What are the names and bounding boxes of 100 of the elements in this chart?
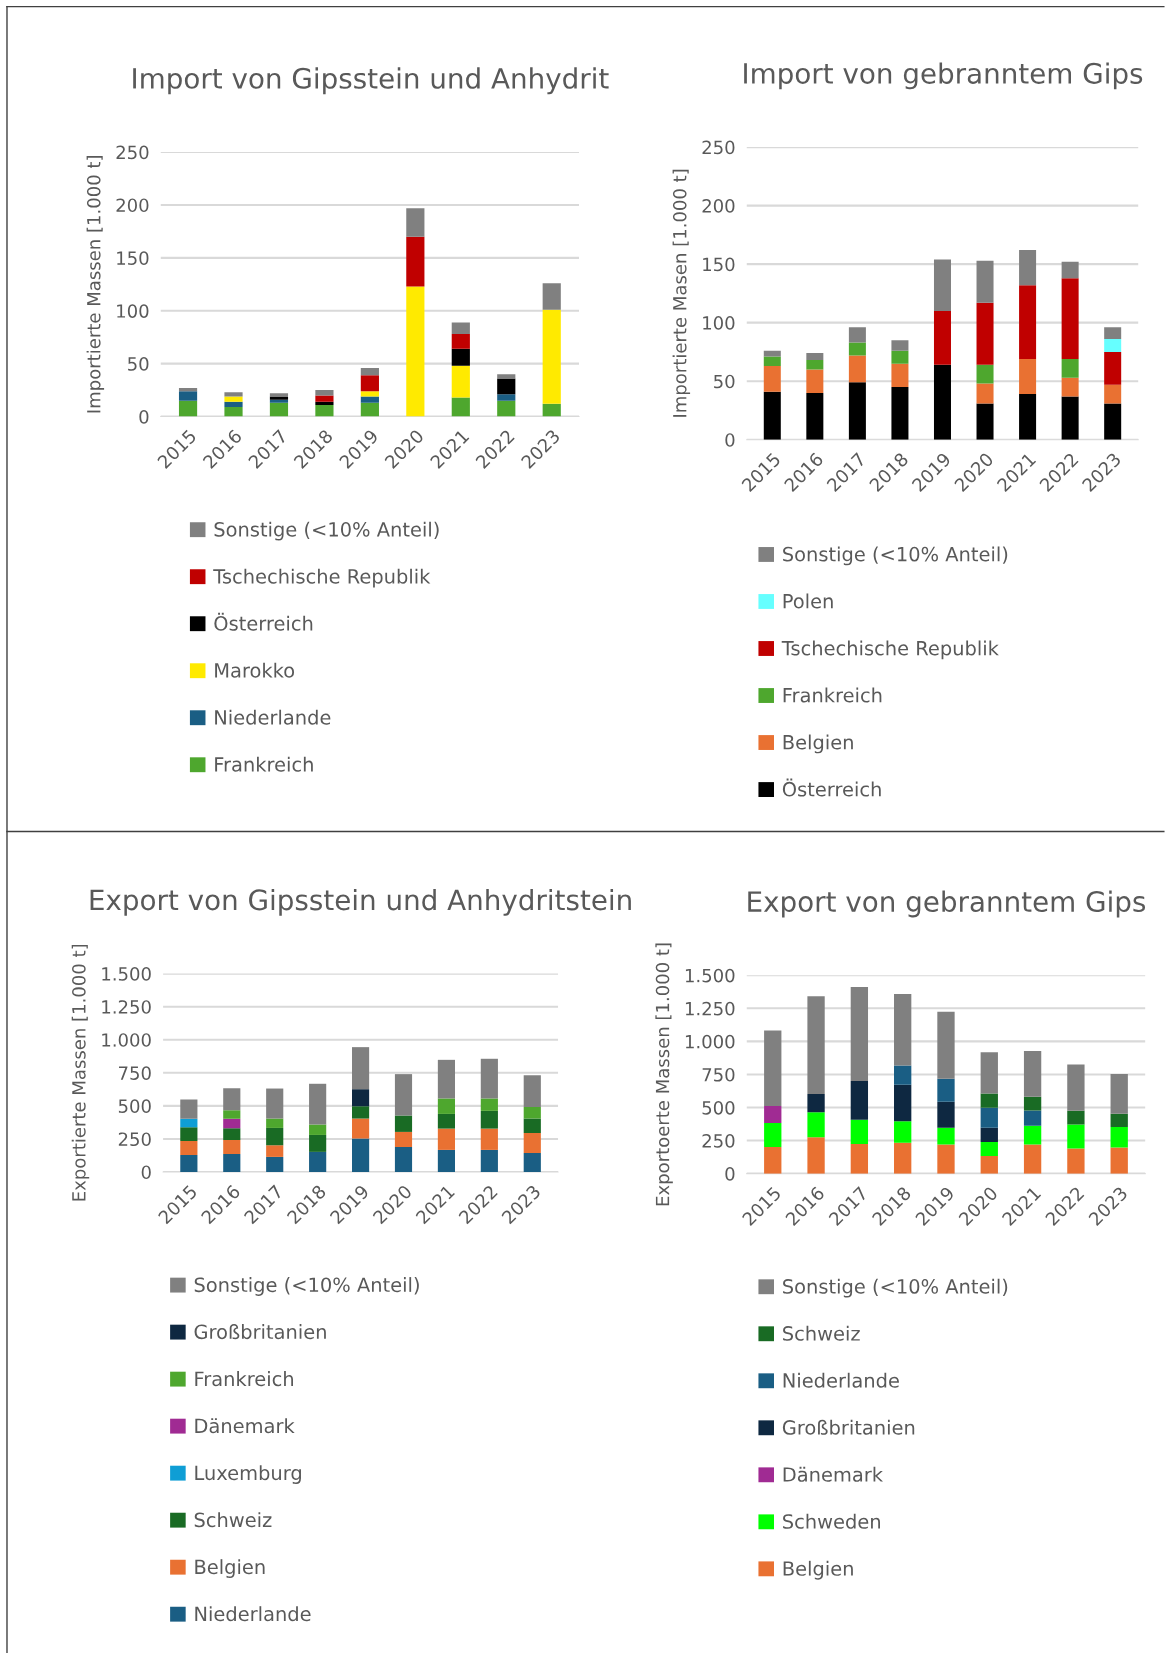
bar — [1019, 250, 1037, 286]
y-tick-label: 250 — [116, 145, 149, 160]
bar — [933, 364, 951, 440]
legend-label: Luxemburg — [195, 1465, 301, 1484]
y-tick-label: 1.000 — [102, 1033, 151, 1047]
bar — [1061, 396, 1079, 440]
y-tick-label: 150 — [703, 257, 735, 272]
bar — [523, 1152, 541, 1172]
bar — [315, 390, 334, 396]
legend-label: Sonstige (<10% Anteil) — [783, 546, 1008, 566]
y-axis-title: Importierte Masen [1.000 t] — [672, 169, 691, 417]
bar — [523, 1132, 541, 1153]
bar — [266, 1145, 284, 1157]
bar — [360, 391, 379, 397]
bar — [309, 1083, 327, 1125]
y-tick-label: 500 — [702, 1100, 735, 1115]
y-tick-label: 0 — [725, 433, 735, 447]
bar — [894, 1142, 912, 1174]
bar — [764, 1146, 782, 1174]
legend-label: Österreich — [214, 612, 313, 631]
bar — [497, 394, 516, 401]
bar — [1061, 358, 1079, 378]
bar — [178, 387, 198, 392]
bar — [763, 356, 781, 366]
legend-label: Schweiz — [194, 1512, 272, 1528]
bar — [976, 302, 994, 365]
bar — [1104, 384, 1122, 404]
bar — [1023, 1110, 1042, 1126]
bar — [224, 396, 243, 402]
bar — [406, 286, 425, 417]
y-tick-label: 500 — [118, 1099, 151, 1113]
bar — [1104, 339, 1122, 352]
y-tick-label: 750 — [702, 1067, 735, 1082]
bar — [394, 1115, 413, 1132]
bar — [180, 1140, 198, 1155]
bar — [315, 404, 334, 417]
legend-label: Dänemark — [195, 1418, 295, 1434]
bar — [223, 1128, 241, 1140]
y-tick-label: 100 — [703, 316, 735, 330]
legend-label: Schweiz — [783, 1325, 860, 1341]
bar — [351, 1047, 370, 1090]
legend-label: Tschechische Republik — [213, 568, 431, 588]
y-tick-label: 1.500 — [685, 968, 735, 983]
bar — [980, 1052, 998, 1094]
bar — [937, 1078, 955, 1102]
y-tick-label: 200 — [702, 199, 735, 213]
legend-label: Dänemark — [783, 1466, 883, 1482]
bar — [806, 369, 824, 393]
bar — [451, 397, 470, 417]
bar — [1023, 1050, 1042, 1097]
bar — [1104, 327, 1122, 340]
y-tick-label: 250 — [702, 1134, 735, 1148]
bar — [315, 395, 334, 402]
bar — [223, 1118, 241, 1129]
y-tick-label: 750 — [119, 1066, 151, 1080]
bar — [406, 236, 425, 287]
bar — [224, 407, 243, 417]
bar — [180, 1154, 198, 1172]
y-tick-label: 50 — [128, 357, 149, 371]
bar — [1110, 1113, 1128, 1128]
legend-label: Belgien — [195, 1559, 265, 1578]
bar — [806, 360, 824, 370]
y-tick-label: 0 — [141, 1165, 151, 1180]
bar — [806, 353, 824, 361]
bar — [894, 1084, 912, 1122]
y-tick-label: 1.250 — [685, 1001, 735, 1016]
y-tick-label: 1.500 — [102, 967, 151, 981]
bar — [976, 260, 994, 303]
bar — [937, 1144, 955, 1174]
bar — [980, 1127, 998, 1142]
y-tick-label: 150 — [117, 251, 149, 265]
bar — [937, 1101, 955, 1128]
bar — [178, 391, 198, 401]
legend-label: Marokko — [215, 662, 295, 678]
bar — [1061, 278, 1079, 359]
bar — [807, 1137, 825, 1174]
bar — [894, 1121, 912, 1143]
bar — [1104, 351, 1122, 385]
bar — [542, 309, 561, 404]
bar — [976, 403, 994, 440]
bar — [351, 1106, 370, 1119]
bar — [223, 1088, 241, 1111]
bar — [980, 1107, 998, 1128]
bar — [266, 1088, 284, 1119]
bar — [850, 1080, 869, 1120]
y-tick-label: 0 — [725, 1167, 735, 1181]
legend-label: Frankreich — [195, 1371, 293, 1387]
y-tick-label: 1.250 — [102, 1000, 151, 1014]
bar — [976, 383, 994, 404]
bar — [1067, 1124, 1085, 1149]
bar — [1023, 1096, 1042, 1111]
y-tick-label: 250 — [702, 140, 735, 155]
y-tick-label: 1.000 — [685, 1034, 735, 1049]
bar — [1061, 377, 1079, 397]
bar — [763, 365, 781, 392]
bar — [937, 1127, 955, 1145]
y-axis-title: Exportierte Massen [1.000 t] — [71, 944, 90, 1201]
bar — [1019, 394, 1037, 440]
bar — [848, 327, 866, 343]
bar — [394, 1146, 413, 1172]
